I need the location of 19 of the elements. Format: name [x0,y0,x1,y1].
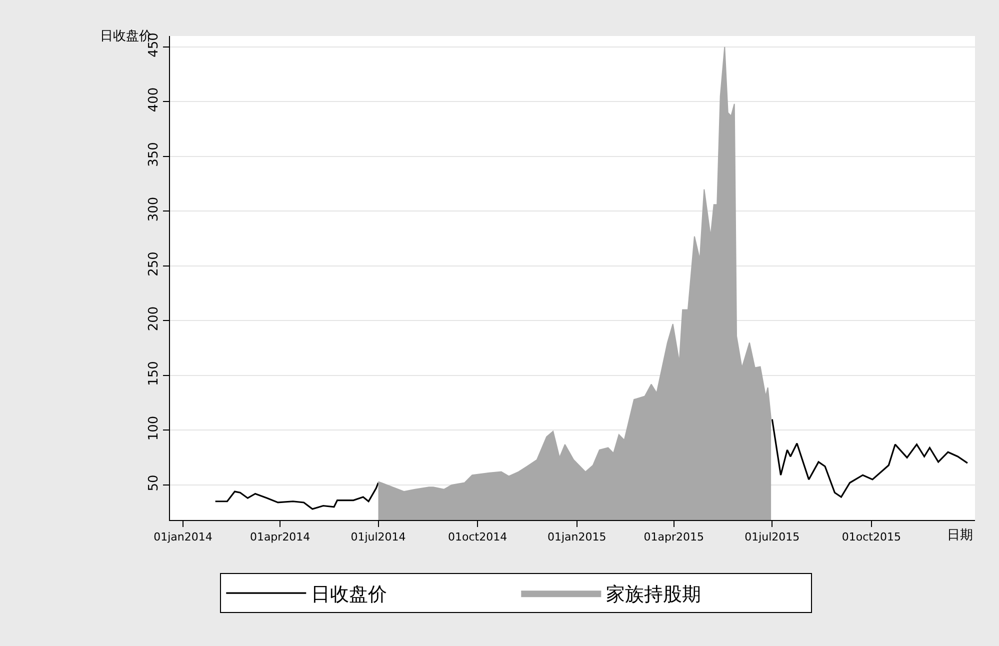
legend-label: 家族持股期 [606,584,702,606]
y-tick-label: 50 [146,474,162,492]
y-tick-label: 400 [146,87,162,112]
x-tick-label: 01jan2014 [154,530,212,544]
x-tick-label: 01jul2015 [744,530,800,544]
y-tick-label: 100 [146,416,162,441]
y-tick-label: 150 [146,361,162,386]
x-tick-label: 01apr2014 [250,530,310,544]
x-tick-label: 01oct2014 [448,530,508,544]
legend-label: 日收盘价 [311,584,388,606]
y-tick-label: 300 [146,196,162,222]
x-axis-title: 日期 [947,528,973,543]
y-tick-label: 350 [146,142,162,167]
y-tick-label: 200 [146,306,162,332]
x-tick-label: 01apr2015 [644,530,704,544]
y-tick-label: 250 [146,252,162,276]
x-tick-label: 01oct2015 [842,530,901,544]
x-tick-label: 01jul2014 [350,530,406,544]
x-tick-label: 01jan2015 [547,530,606,544]
